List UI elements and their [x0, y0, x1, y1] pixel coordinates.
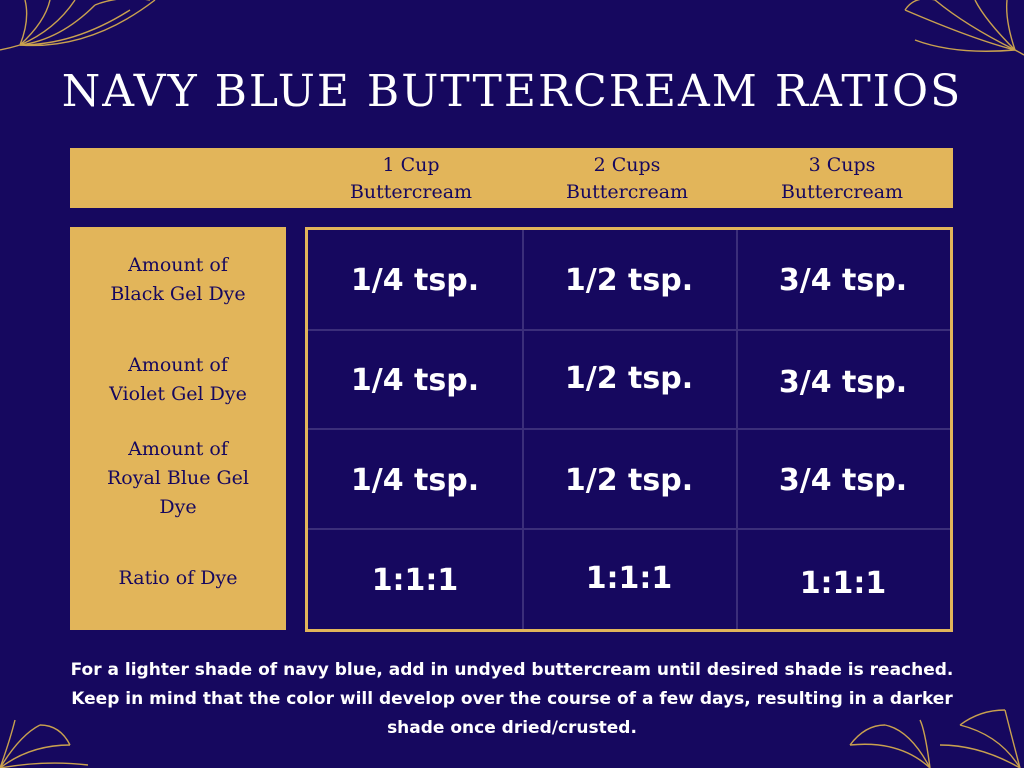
column-header-2-cups: 2 Cups Buttercream: [565, 154, 689, 203]
column-header-3-cups: 3 Cups Buttercream: [780, 154, 904, 203]
cell-violet-2-cups: 1/2 tsp.: [564, 360, 694, 396]
grid-divider: [308, 528, 950, 530]
footnote: For a lighter shade of navy blue, add in…: [70, 660, 954, 738]
row-label-royal-blue-dye: Amount of Royal Blue Gel Dye: [107, 437, 249, 518]
ginkgo-leaf-icon: [904, 0, 1024, 56]
cell-royal-blue-1-cup: 1/4 tsp.: [350, 462, 480, 498]
cell-black-3-cups: 3/4 tsp.: [778, 262, 908, 298]
ginkgo-leaf-icon: [849, 709, 1021, 768]
cell-ratio-2-cups: 1:1:1: [585, 560, 673, 596]
ratio-grid: 1/4 tsp. 1/2 tsp. 3/4 tsp. 1/4 tsp. 1/2 …: [305, 227, 953, 632]
row-header-panel: [70, 227, 286, 630]
row-label-black-dye: Amount of Black Gel Dye: [110, 254, 246, 305]
cell-ratio-1-cup: 1:1:1: [371, 562, 459, 598]
cell-black-2-cups: 1/2 tsp.: [564, 262, 694, 298]
cell-black-1-cup: 1/4 tsp.: [350, 262, 480, 298]
cell-royal-blue-2-cups: 1/2 tsp.: [564, 462, 694, 498]
ginkgo-leaf-icon: [0, 0, 156, 51]
column-header-band: [70, 148, 953, 208]
row-label-violet-dye: Amount of Violet Gel Dye: [109, 354, 247, 405]
cell-violet-1-cup: 1/4 tsp.: [350, 362, 480, 398]
ginkgo-leaf-icon: [0, 719, 89, 768]
grid-divider: [308, 428, 950, 430]
page-title: NAVY BLUE BUTTERCREAM RATIOS: [61, 66, 963, 117]
cell-violet-3-cups: 3/4 tsp.: [778, 364, 908, 400]
cell-royal-blue-3-cups: 3/4 tsp.: [778, 462, 908, 498]
row-label-ratio: Ratio of Dye: [118, 566, 238, 589]
grid-divider: [308, 329, 950, 331]
column-header-1-cup: 1 Cup Buttercream: [349, 154, 473, 203]
cell-ratio-3-cups: 1:1:1: [799, 565, 887, 601]
